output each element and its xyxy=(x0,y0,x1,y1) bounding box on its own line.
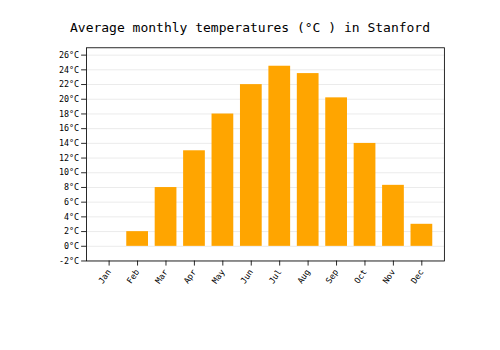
svg-text:Aug: Aug xyxy=(295,267,312,285)
svg-text:20°C: 20°C xyxy=(59,94,79,104)
svg-text:0°C: 0°C xyxy=(64,241,79,251)
svg-text:12°C: 12°C xyxy=(59,153,79,163)
svg-text:Sep: Sep xyxy=(324,267,341,285)
svg-text:Feb: Feb xyxy=(125,267,142,285)
svg-text:2°C: 2°C xyxy=(64,226,79,236)
svg-text:14°C: 14°C xyxy=(59,138,79,148)
svg-text:Dec: Dec xyxy=(409,267,426,285)
svg-text:24°C: 24°C xyxy=(59,65,79,75)
svg-text:Jul: Jul xyxy=(267,267,284,285)
svg-text:8°C: 8°C xyxy=(64,182,79,192)
svg-text:26°C: 26°C xyxy=(59,50,79,60)
svg-text:Jan: Jan xyxy=(96,267,113,285)
svg-text:Oct: Oct xyxy=(352,267,369,285)
svg-text:6°C: 6°C xyxy=(64,197,79,207)
svg-text:Apr: Apr xyxy=(181,267,198,285)
svg-text:Mar: Mar xyxy=(153,267,170,285)
html-text:Average monthly temperatures (: Average monthly temperatures (°C ) in St… xyxy=(70,20,430,35)
svg-text:4°C: 4°C xyxy=(64,212,79,222)
svg-text:10°C: 10°C xyxy=(59,167,79,177)
svg-text:Nov: Nov xyxy=(380,267,397,285)
svg-text:Jun: Jun xyxy=(238,267,255,285)
svg-text:May: May xyxy=(210,267,227,285)
svg-text:-2°C: -2°C xyxy=(59,256,79,266)
svg-text:22°C: 22°C xyxy=(59,79,79,89)
svg-text:18°C: 18°C xyxy=(59,109,79,119)
svg-text:16°C: 16°C xyxy=(59,123,79,133)
